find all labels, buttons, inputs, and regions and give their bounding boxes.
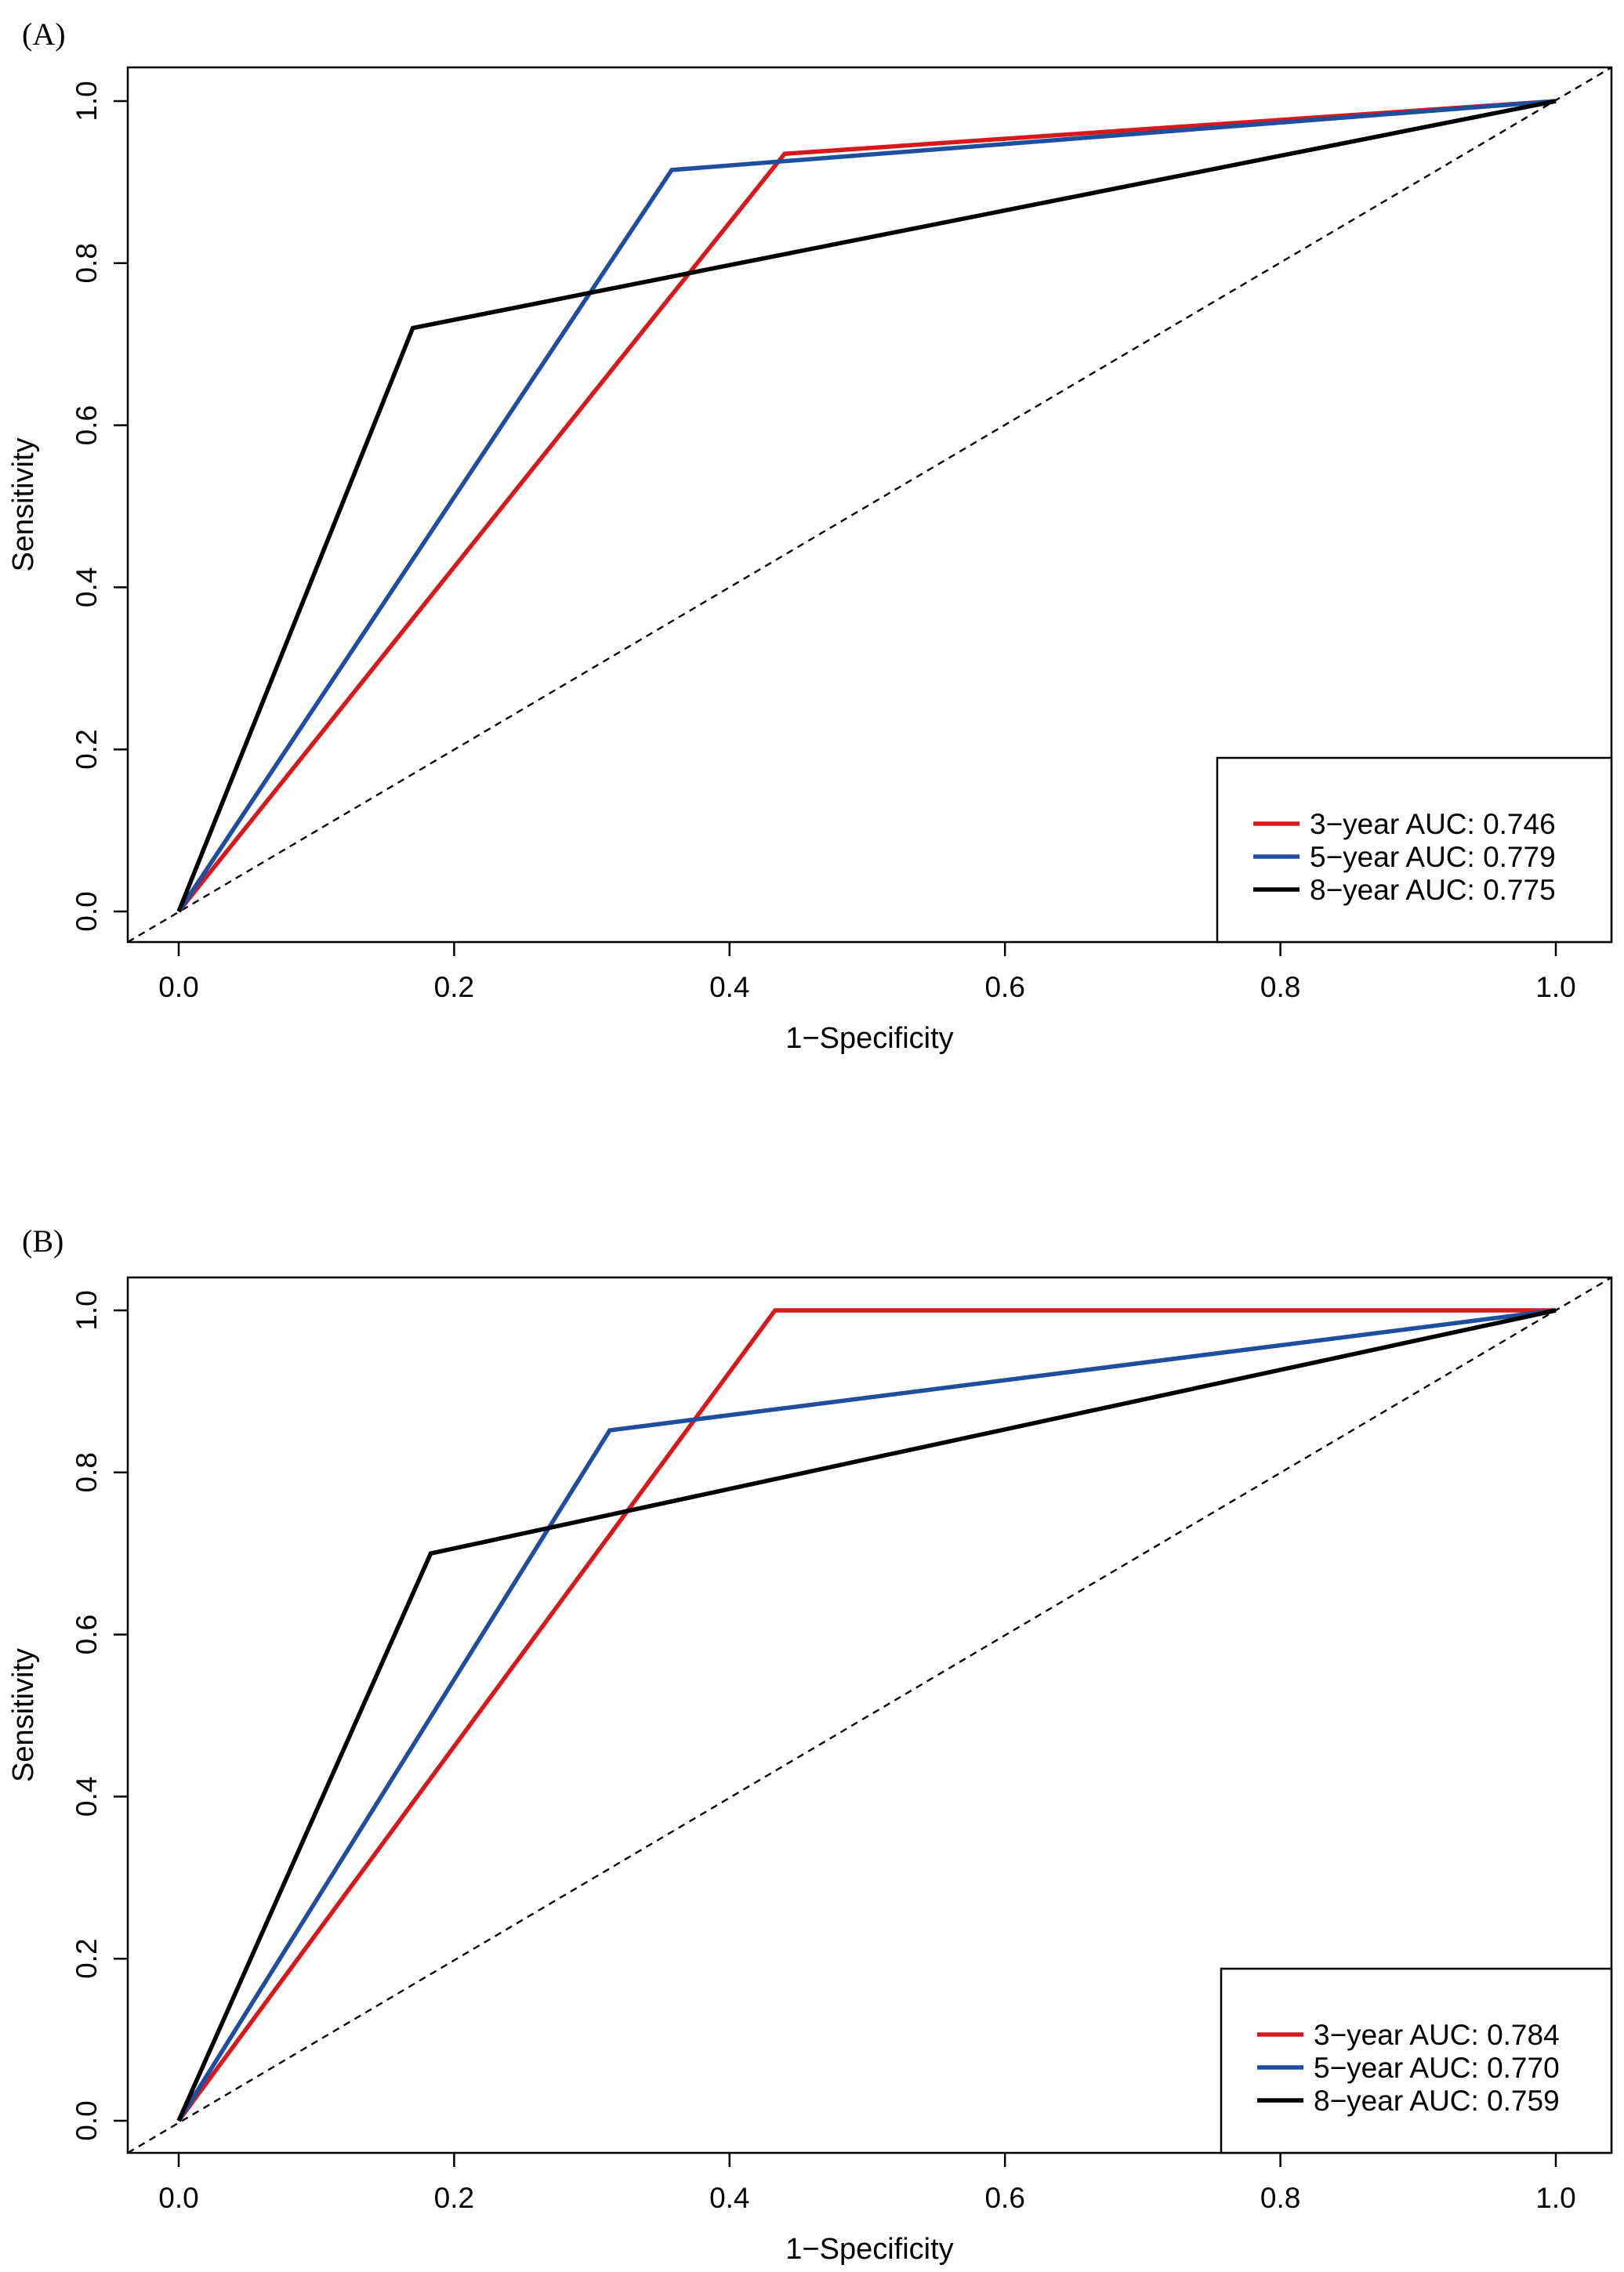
y-tick-label: 0.4 <box>71 1777 103 1817</box>
y-tick-label: 0.6 <box>71 405 103 445</box>
plot-frame <box>126 1276 1613 2154</box>
y-tick-label: 1.0 <box>71 1290 103 1330</box>
panel-label: (A) <box>22 16 66 52</box>
legend-label-series-3: 8−year AUC: 0.775 <box>1310 874 1556 906</box>
legend-label-series-1: 3−year AUC: 0.784 <box>1314 2019 1560 2051</box>
x-axis-title: 1−Specificity <box>785 1022 953 1055</box>
y-tick-label: 0.8 <box>71 1452 103 1492</box>
legend-label-series-3: 8−year AUC: 0.759 <box>1314 2085 1560 2117</box>
y-axis-title: Sensitivity <box>7 437 40 571</box>
y-tick-label: 0.0 <box>71 891 103 931</box>
panel-label: (B) <box>22 1223 63 1259</box>
y-tick-label: 1.0 <box>71 81 103 121</box>
reference-diagonal-line <box>128 1277 1611 2153</box>
roc-curve-series-2 <box>176 1308 1557 2122</box>
roc-curve-series-3 <box>176 1308 1557 2122</box>
y-tick-label: 0.2 <box>71 1938 103 1978</box>
x-tick-label: 0.8 <box>1260 2182 1300 2214</box>
y-tick-label: 0.6 <box>71 1614 103 1654</box>
x-tick-label: 0.0 <box>158 971 198 1003</box>
y-axis-title: Sensitivity <box>7 1648 40 1782</box>
plot-frame <box>126 66 1613 944</box>
x-tick-label: 0.2 <box>434 2182 474 2214</box>
legend-label-series-2: 5−year AUC: 0.770 <box>1314 2052 1560 2084</box>
x-tick-label: 0.0 <box>158 2182 198 2214</box>
legend-label-series-1: 3−year AUC: 0.746 <box>1310 808 1556 840</box>
legend-label-series-2: 5−year AUC: 0.779 <box>1310 841 1556 873</box>
x-axis-title: 1−Specificity <box>785 2233 953 2266</box>
y-tick-label: 0.4 <box>71 567 103 607</box>
panel-b: (B) 0.0 0.2 0.4 0.6 0.8 1.0 0.0 0.2 0.4 0.6 0.8 1.0 1… <box>7 1223 1613 2266</box>
y-tick-label: 0.8 <box>71 243 103 283</box>
panel-a: (A) 0.0 0.2 0.4 0.6 0.8 1.0 0.0 0.2 0.4 0.6 0.8 1.0 1… <box>7 16 1613 1055</box>
roc-curve-series-1 <box>176 1308 1556 2122</box>
roc-curve-series-3 <box>176 99 1557 913</box>
legend-box <box>1216 756 1613 944</box>
roc-curve-series-1 <box>176 99 1557 913</box>
y-tick-label: 0.2 <box>71 729 103 769</box>
roc-curve-series-2 <box>176 99 1557 913</box>
y-tick-label: 0.0 <box>71 2100 103 2140</box>
x-tick-label: 0.4 <box>709 2182 749 2214</box>
x-tick-label: 0.8 <box>1260 971 1300 1003</box>
x-tick-label: 0.6 <box>984 971 1024 1003</box>
x-tick-label: 0.4 <box>709 971 749 1003</box>
x-tick-label: 1.0 <box>1535 2182 1575 2214</box>
x-tick-label: 1.0 <box>1535 971 1575 1003</box>
legend-box <box>1220 1967 1613 2154</box>
reference-diagonal-line <box>128 67 1611 942</box>
x-tick-label: 0.2 <box>434 971 474 1003</box>
x-tick-label: 0.6 <box>984 2182 1024 2214</box>
